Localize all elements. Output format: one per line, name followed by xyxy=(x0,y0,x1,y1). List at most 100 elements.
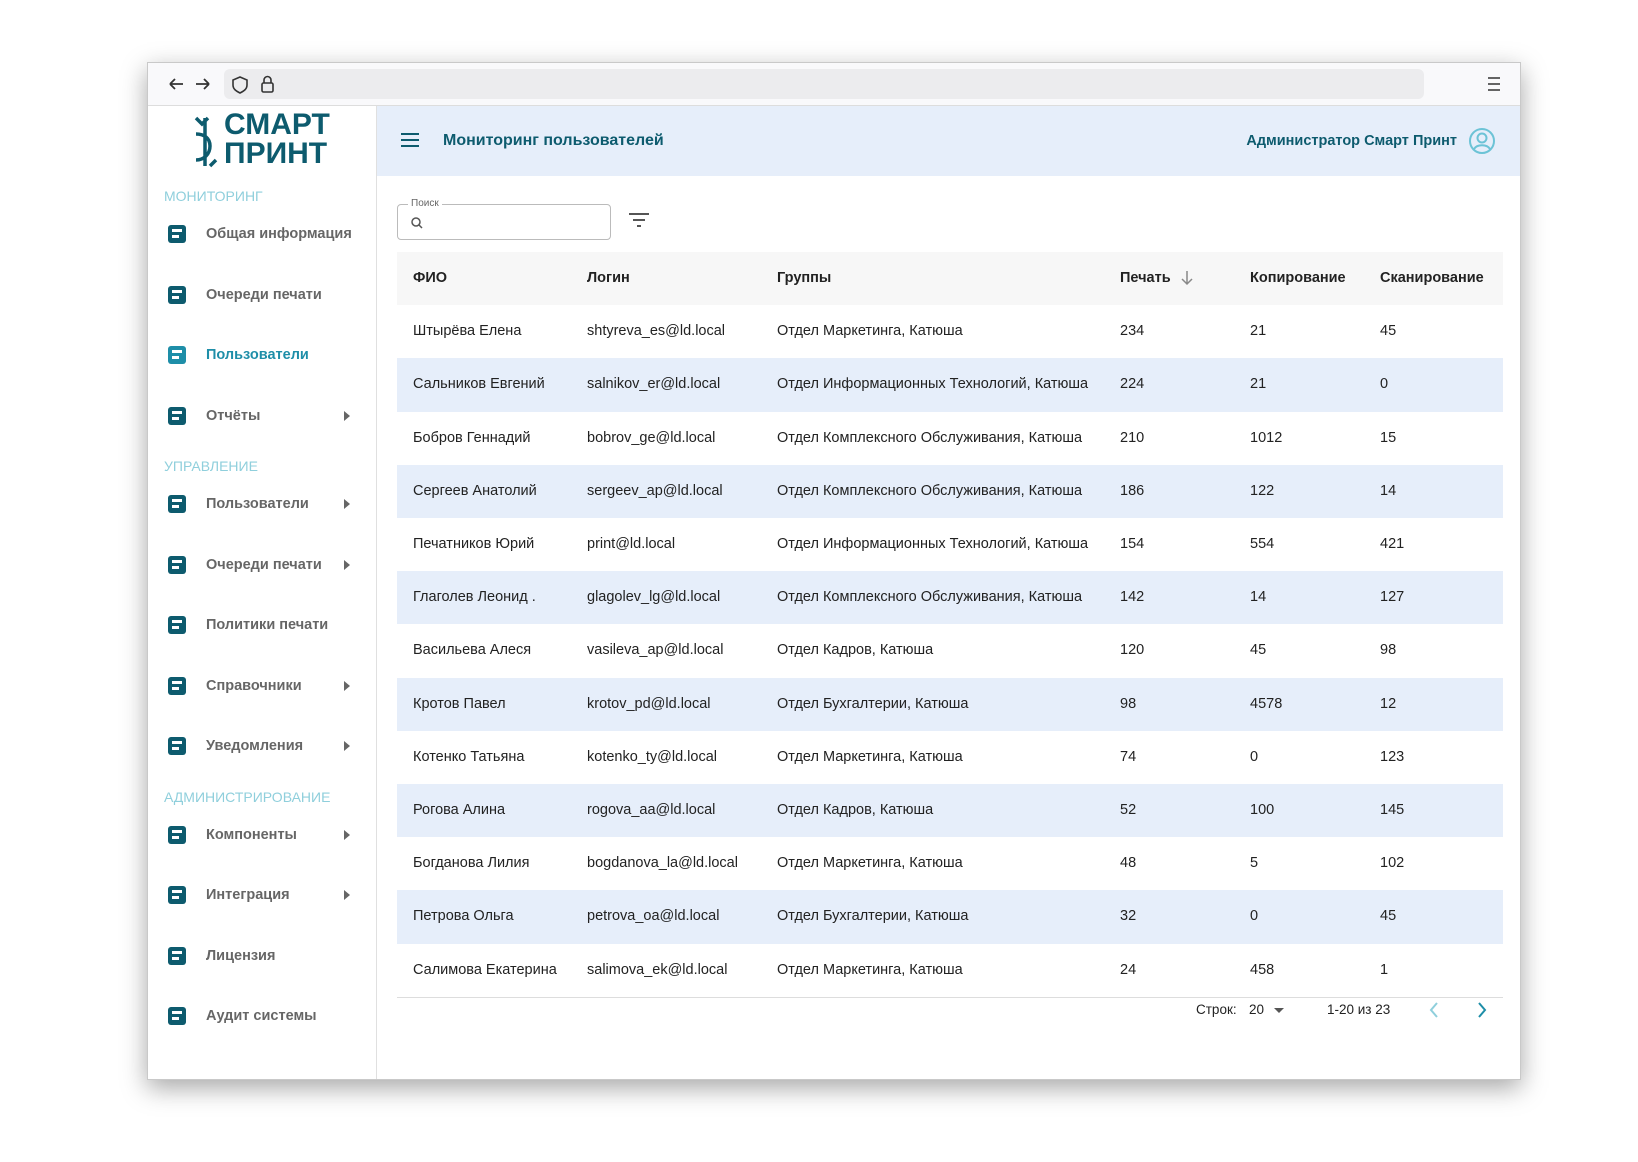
table-cell: Отдел Маркетинга, Катюша xyxy=(777,961,963,978)
table-row[interactable]: Глаголев Леонид . glagolev_lg@ld.local Отд… xyxy=(397,571,1503,625)
nav-item[interactable]: Политики печати xyxy=(148,605,376,645)
table-cell: 48 xyxy=(1120,855,1137,872)
logo-text: СМАРТ xyxy=(224,108,330,141)
table-row[interactable]: Котенко Татьяна kotenko_ty@ld.local Отдел … xyxy=(397,730,1503,784)
table-cell: 554 xyxy=(1250,536,1275,552)
nav-item[interactable]: Уведомления xyxy=(148,726,376,766)
table-bottom-border xyxy=(397,996,1503,998)
table-cell: sergeev_ap@ld.local xyxy=(587,482,723,499)
table-row[interactable]: Богданова Лилия bogdanova_la@ld.local Отде… xyxy=(397,837,1503,891)
nav-item[interactable]: Пользователи xyxy=(148,484,376,524)
table-cell: 100 xyxy=(1250,802,1275,818)
table-row[interactable]: Штырёва Елена shtyreva_es@ld.local Отдел М… xyxy=(397,305,1503,359)
app-header: Мониторинг пользователей Администратор С… xyxy=(377,106,1520,176)
table-cell: bogdanova_la@ld.local xyxy=(587,855,738,872)
rows-select[interactable]: 20 xyxy=(1249,1002,1289,1022)
logo-mark xyxy=(194,116,218,168)
submenu-arrow xyxy=(344,499,350,509)
column-header[interactable]: Сканирование xyxy=(1380,270,1484,286)
table-cell: 45 xyxy=(1250,642,1267,659)
column-header[interactable]: Копирование xyxy=(1250,270,1346,286)
table-cell: Печатников Юрий xyxy=(413,536,535,552)
nav-label: Пользователи xyxy=(206,496,309,512)
table-cell: 98 xyxy=(1120,695,1137,712)
column-header[interactable]: ФИО xyxy=(413,270,448,286)
table-cell: bobrov_ge@ld.local xyxy=(587,429,716,446)
table-cell: 145 xyxy=(1380,802,1405,818)
table-row[interactable]: Бобров Геннадий bobrov_ge@ld.local Отдел К… xyxy=(397,411,1503,465)
table-row[interactable]: Сальников Евгений salnikov_er@ld.local Отд… xyxy=(397,358,1503,412)
table-row[interactable]: Салимова Екатерина salimova_ek@ld.local От… xyxy=(397,943,1503,997)
nav-item[interactable]: Общая информация xyxy=(148,214,376,254)
submenu-arrow xyxy=(344,829,350,840)
table-cell: 45 xyxy=(1380,908,1397,925)
table-cell: salimova_ek@ld.local xyxy=(587,961,728,978)
nav-label: Отчёты xyxy=(206,407,261,424)
nav-item[interactable]: Справочники xyxy=(148,666,376,706)
search-field[interactable]: Поиск xyxy=(397,198,611,240)
nav-item[interactable]: Компоненты xyxy=(148,815,376,855)
table-cell: 98 xyxy=(1380,642,1397,659)
column-header[interactable]: Группы xyxy=(777,270,832,286)
table-cell: petrova_oa@ld.local xyxy=(587,908,720,925)
nav-label: Уведомления xyxy=(206,738,304,754)
nav-item[interactable]: Интеграция xyxy=(148,875,376,915)
table-cell: Сергеев Анатолий xyxy=(413,482,537,499)
nav-item[interactable]: Аудит системы xyxy=(148,996,376,1036)
table-cell: Котенко Татьяна xyxy=(413,748,525,765)
table-cell: Отдел Маркетинга, Катюша xyxy=(777,855,963,872)
table-row[interactable]: Сергеев Анатолий sergeev_ap@ld.local Отдел… xyxy=(397,464,1503,518)
user-name[interactable]: Администратор Смарт Принт xyxy=(1246,133,1457,149)
dropdown-arrow xyxy=(1274,1008,1284,1013)
nav-label: Лицензия xyxy=(206,947,276,964)
table-cell: 123 xyxy=(1380,748,1405,765)
nav-item[interactable]: Очереди печати xyxy=(148,545,376,585)
table-cell: kotenko_ty@ld.local xyxy=(587,748,717,765)
table-row[interactable]: Петрова Ольга petrova_oa@ld.local Отдел Бу… xyxy=(397,890,1503,944)
column-header[interactable]: Логин xyxy=(587,270,630,286)
table-cell: 186 xyxy=(1120,482,1145,499)
menu-icon[interactable] xyxy=(401,132,421,148)
sidebar: СМАРТ ПРИНТ МОНИТОРИНГ Общая информация Очер… xyxy=(148,106,377,1079)
table-cell: 142 xyxy=(1120,589,1145,606)
user-avatar[interactable] xyxy=(1468,127,1496,155)
nav-icon xyxy=(168,285,186,304)
rows-label: Строк: xyxy=(1196,1002,1237,1017)
table-cell: Отдел Бухгалтерии, Катюша xyxy=(777,695,969,712)
table-cell: Петрова Ольга xyxy=(413,908,514,925)
filter-icon[interactable] xyxy=(629,212,649,228)
table-header xyxy=(397,252,1503,306)
table-cell: 458 xyxy=(1250,961,1275,978)
table-row[interactable]: Васильева Алеся vasileva_ap@ld.local Отдел… xyxy=(397,624,1503,678)
section-title: МОНИТОРИНГ xyxy=(164,188,263,204)
nav-icon xyxy=(168,406,186,425)
table-cell: Васильева Алеся xyxy=(413,642,532,659)
table-cell: 421 xyxy=(1380,536,1405,552)
table-cell: 45 xyxy=(1380,323,1397,340)
nav-item[interactable]: Лицензия xyxy=(148,936,376,976)
security-icons xyxy=(232,75,274,94)
column-header[interactable]: Печать xyxy=(1120,270,1171,286)
table-cell: Отдел Маркетинга, Катюша xyxy=(777,748,963,765)
nav-icon xyxy=(168,495,186,513)
table-cell: 210 xyxy=(1120,429,1145,446)
rows-value: 20 xyxy=(1249,1002,1265,1017)
sort-icon xyxy=(1181,271,1193,286)
table-cell: 24 xyxy=(1120,961,1137,978)
table-cell: Салимова Екатерина xyxy=(413,961,557,978)
nav-label: Политики печати xyxy=(206,617,329,633)
nav-item[interactable]: Отчёты xyxy=(148,396,376,436)
table-cell: shtyreva_es@ld.local xyxy=(587,323,726,340)
nav-item[interactable]: Очереди печати xyxy=(148,275,376,315)
nav-icon xyxy=(168,1007,186,1025)
table-cell: 224 xyxy=(1120,376,1145,393)
table-row[interactable]: Рогова Алина rogova_aa@ld.local Отдел Кадр… xyxy=(397,784,1503,838)
table-row[interactable]: Печатников Юрий print@ld.local Отдел Инфор… xyxy=(397,518,1503,572)
table-cell: 5 xyxy=(1250,855,1259,872)
table-cell: Отдел Комплексного Обслуживания, Катюша xyxy=(777,429,1083,446)
submenu-arrow xyxy=(344,559,350,570)
address-bar[interactable] xyxy=(224,69,1424,99)
nav-label: Интеграция xyxy=(206,887,290,903)
nav-item[interactable]: Пользователи xyxy=(148,335,376,375)
table-row[interactable]: Кротов Павел krotov_pd@ld.local Отдел Бухг… xyxy=(397,677,1503,731)
